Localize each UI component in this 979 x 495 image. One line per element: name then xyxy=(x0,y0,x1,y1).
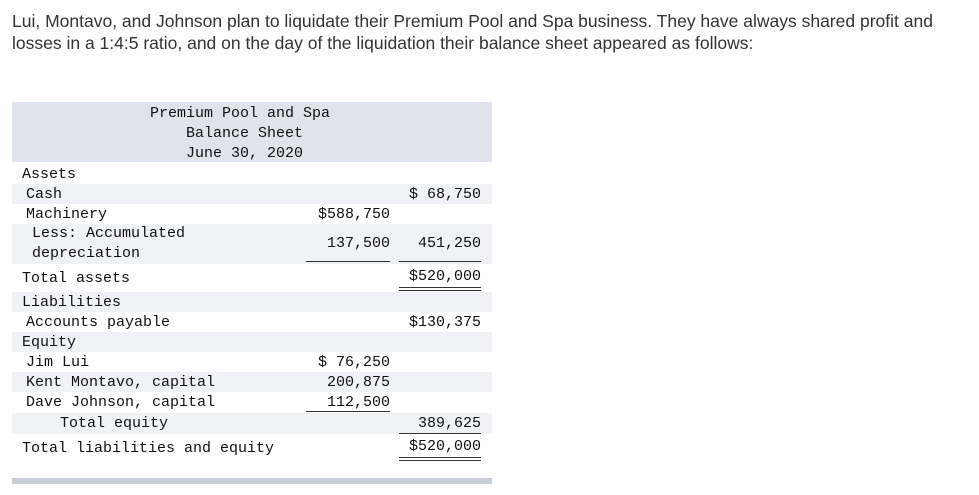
depreciation-label-line1: Less: Accumulated xyxy=(32,225,186,242)
total-assets-value: $520,000 xyxy=(408,268,481,285)
assets-heading-row: Assets xyxy=(12,164,492,184)
total-liabilities-equity-double-underline xyxy=(399,457,481,461)
total-assets-row: Total assets $520,000 xyxy=(12,266,492,292)
net-machinery-value: 451,250 xyxy=(417,235,481,252)
liabilities-heading-row: Liabilities xyxy=(12,292,492,312)
accounts-payable-row: Accounts payable $130,375 xyxy=(12,312,492,332)
table-bottom-border xyxy=(12,478,492,484)
total-liabilities-equity-value: $520,000 xyxy=(408,438,481,455)
lui-label: Jim Lui xyxy=(26,354,90,371)
equity-heading-row: Equity xyxy=(12,332,492,352)
machinery-value: $588,750 xyxy=(317,206,390,223)
total-equity-value: 389,625 xyxy=(417,415,481,432)
cash-row: Cash $ 68,750 xyxy=(12,184,492,204)
total-equity-label: Total equity xyxy=(60,415,169,432)
johnson-value: 112,500 xyxy=(326,394,390,411)
statement-date: June 30, 2020 xyxy=(186,145,304,162)
depreciation-row: Less: Accumulated depreciation 137,500 4… xyxy=(12,224,492,264)
machinery-row: Machinery $588,750 xyxy=(12,204,492,224)
depreciation-value: 137,500 xyxy=(326,235,390,252)
total-equity-underline xyxy=(399,433,481,434)
cash-value: $ 68,750 xyxy=(408,186,481,203)
montavo-label: Kent Montavo, capital xyxy=(26,374,216,391)
accounts-payable-label: Accounts payable xyxy=(26,314,171,331)
johnson-label: Dave Johnson, capital xyxy=(26,394,216,411)
depreciation-underline xyxy=(306,261,390,262)
equity-heading: Equity xyxy=(22,334,77,351)
liabilities-heading: Liabilities xyxy=(22,294,122,311)
total-liabilities-equity-label: Total liabilities and equity xyxy=(22,440,275,457)
machinery-label: Machinery xyxy=(26,206,108,223)
total-equity-row: Total equity 389,625 xyxy=(12,413,492,434)
assets-heading: Assets xyxy=(22,166,77,183)
johnson-row: Dave Johnson, capital 112,500 xyxy=(12,392,492,413)
problem-statement: Lui, Montavo, and Johnson plan to liquid… xyxy=(12,11,933,53)
lui-row: Jim Lui $ 76,250 xyxy=(12,352,492,372)
statement-title: Balance Sheet xyxy=(186,125,304,142)
accounts-payable-value: $130,375 xyxy=(408,314,481,331)
depreciation-label-line2: depreciation xyxy=(32,245,141,262)
company-name: Premium Pool and Spa xyxy=(150,105,331,122)
cash-label: Cash xyxy=(26,186,63,203)
balance-sheet-header: Premium Pool and Spa Balance Sheet June … xyxy=(12,102,492,162)
total-assets-label: Total assets xyxy=(22,270,131,287)
total-assets-double-underline xyxy=(399,287,481,291)
lui-value: $ 76,250 xyxy=(317,354,390,371)
net-machinery-underline xyxy=(399,261,481,262)
total-liabilities-equity-row: Total liabilities and equity $520,000 xyxy=(12,436,492,462)
montavo-row: Kent Montavo, capital 200,875 xyxy=(12,372,492,392)
montavo-value: 200,875 xyxy=(326,374,390,391)
balance-sheet-table: Premium Pool and Spa Balance Sheet June … xyxy=(12,102,492,478)
johnson-underline xyxy=(306,411,390,412)
